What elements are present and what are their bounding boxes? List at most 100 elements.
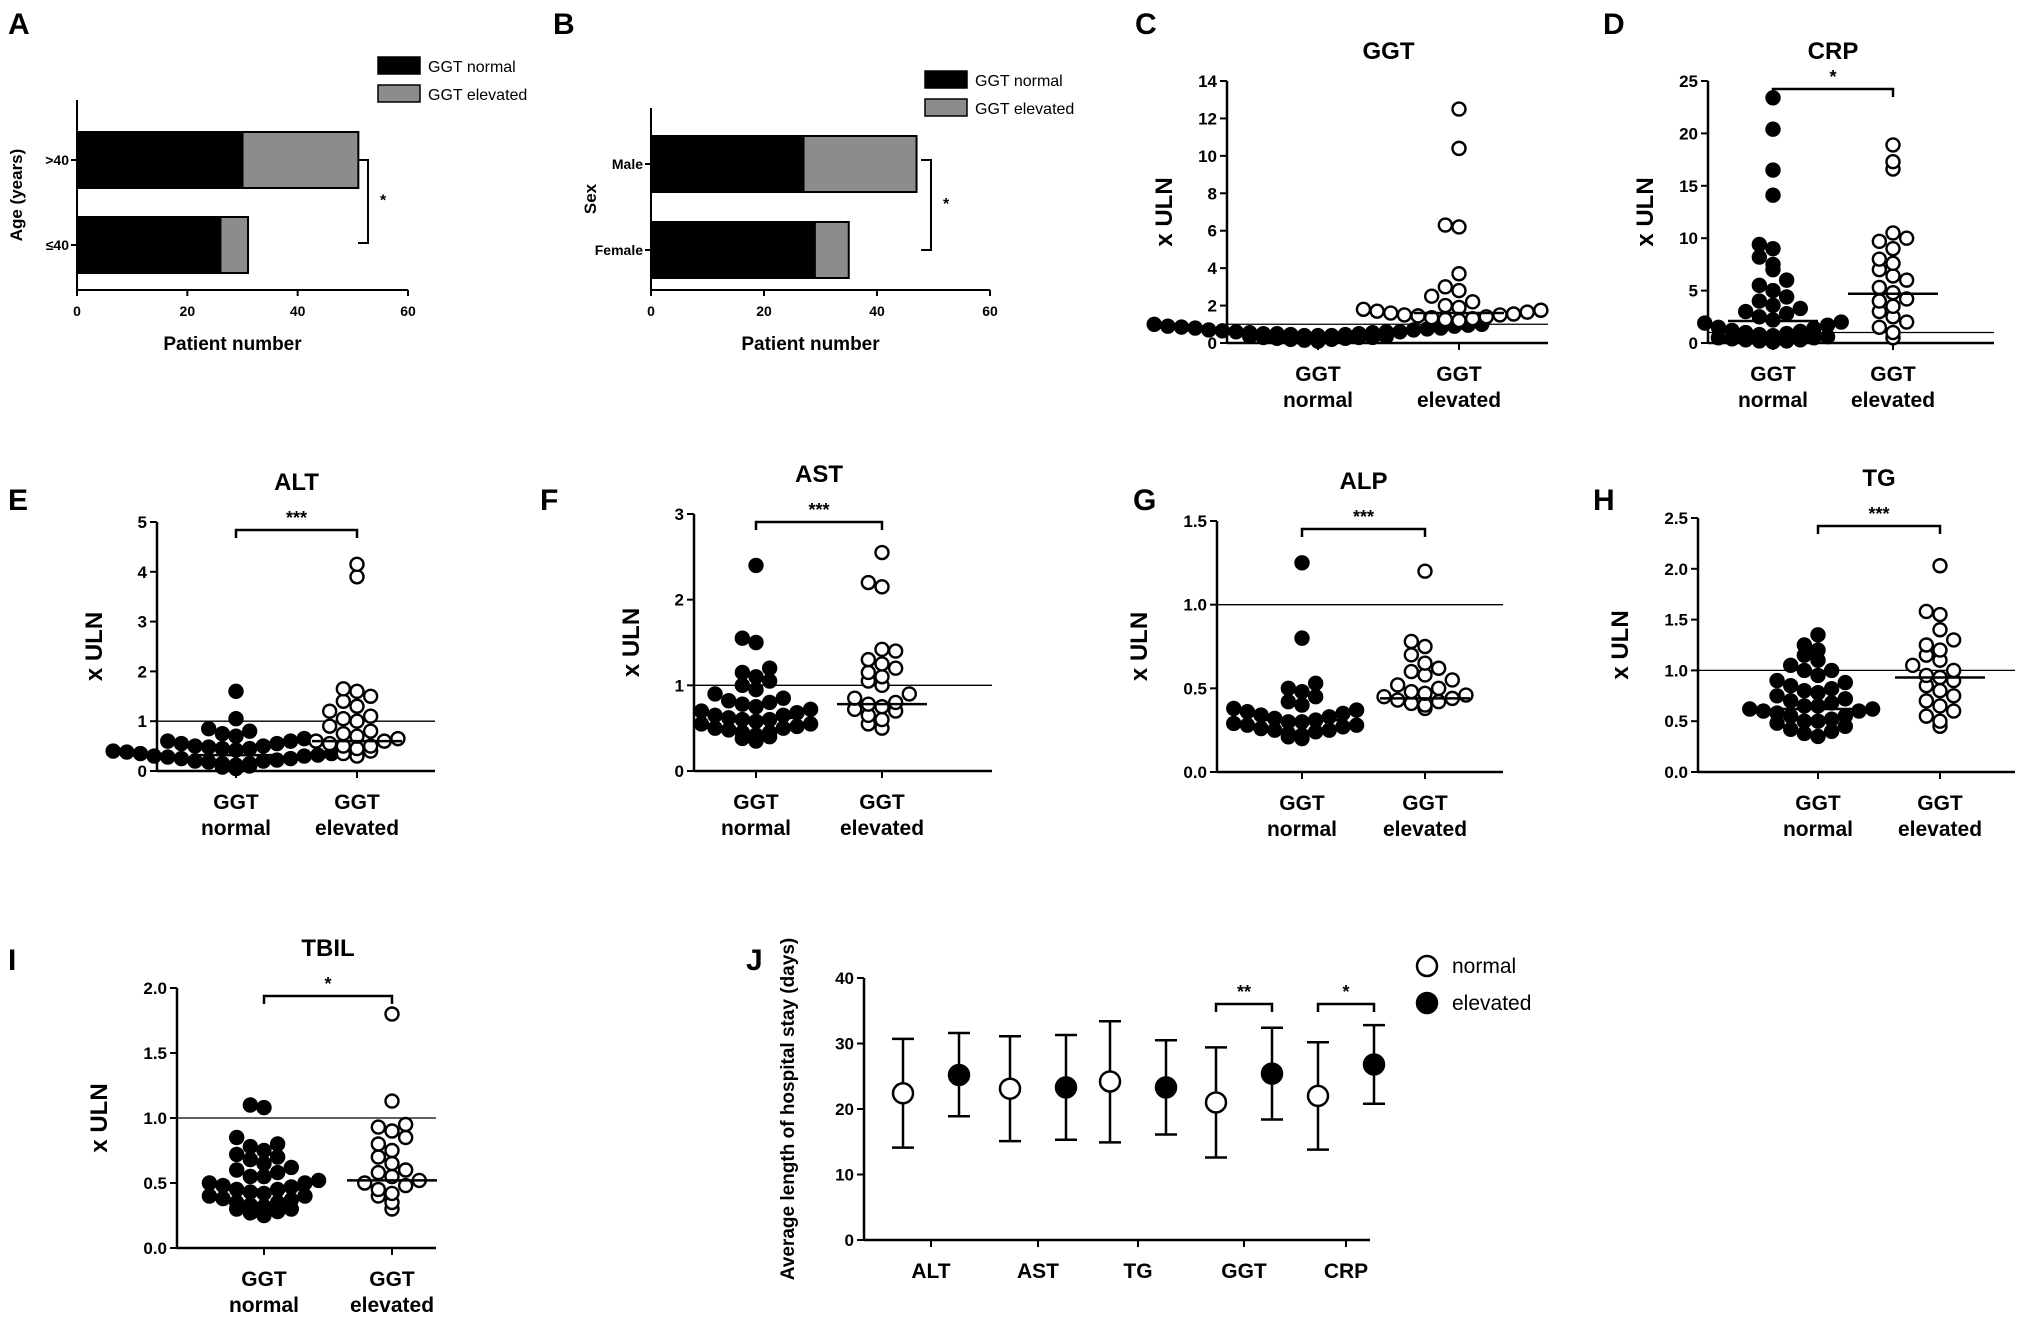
point-normal	[255, 753, 271, 769]
point-normal	[282, 750, 299, 767]
point-elevated	[390, 730, 406, 747]
point-normal	[775, 707, 791, 724]
point-elevated	[1885, 324, 1901, 341]
point-elevated	[1389, 692, 1406, 708]
x-tick-label: GGT	[1870, 363, 1916, 386]
significance-bracket	[262, 994, 394, 1004]
point-normal	[1806, 320, 1822, 337]
point-normal	[1782, 721, 1799, 738]
point-normal	[1792, 323, 1809, 340]
significance-marker: *	[1829, 67, 1836, 87]
point-normal	[802, 716, 819, 732]
point-normal	[269, 1194, 286, 1211]
point-normal	[1823, 695, 1840, 711]
point-normal	[1782, 693, 1799, 709]
point-elevated	[1918, 693, 1935, 709]
y-tick-label: 1.0	[1664, 661, 1688, 680]
point-normal	[1242, 325, 1258, 341]
point-normal	[1864, 701, 1881, 717]
point-normal	[1201, 322, 1217, 338]
point-normal	[1737, 303, 1754, 320]
y-tick-label: 2	[675, 591, 684, 610]
point-elevated	[1437, 297, 1454, 314]
point-normal	[1253, 707, 1269, 723]
x-tick-label: 60	[400, 303, 416, 319]
y-axis-title: x ULN	[1632, 177, 1659, 246]
significance-bracket	[1214, 1002, 1274, 1012]
y-tick-label: 0.0	[143, 1239, 167, 1258]
point-elevated	[1932, 683, 1948, 699]
y-tick-label: 10	[835, 1166, 854, 1185]
point-normal	[1280, 680, 1297, 697]
point-elevated	[1451, 219, 1467, 235]
point-elevated	[1396, 307, 1413, 323]
point-normal	[1778, 289, 1795, 305]
y-tick-label: 30	[835, 1035, 854, 1054]
mean-point-normal	[891, 1082, 915, 1105]
point-normal	[748, 681, 764, 698]
x-tick-label: GGT	[1279, 792, 1325, 815]
point-normal	[1782, 677, 1799, 694]
y-tick-label: Female	[595, 242, 643, 258]
point-normal	[1307, 675, 1324, 692]
mean-point-normal	[1204, 1091, 1228, 1114]
point-normal	[256, 1142, 272, 1159]
y-tick-label: 3	[675, 505, 684, 524]
x-tick-label: 0	[647, 303, 655, 319]
chart-title: CRP	[1808, 38, 1859, 65]
point-normal	[1214, 323, 1231, 339]
significance-bracket	[754, 520, 884, 530]
y-tick-label: 40	[835, 969, 854, 988]
y-tick-label: 0.5	[1183, 679, 1207, 698]
y-axis-title: Age (years)	[7, 149, 26, 242]
point-normal	[228, 1129, 245, 1146]
panel-letter: B	[553, 8, 575, 41]
point-normal	[241, 755, 258, 772]
point-elevated	[349, 713, 365, 729]
point-elevated	[1871, 319, 1888, 335]
y-tick-label: ≤40	[46, 237, 69, 253]
legend-marker	[1415, 991, 1439, 1015]
point-normal	[241, 723, 258, 739]
panel-letter: G	[1133, 484, 1156, 517]
point-elevated	[384, 1123, 400, 1139]
point-normal	[201, 1188, 218, 1204]
significance-bracket	[234, 528, 359, 538]
point-normal	[1765, 162, 1781, 178]
x-tick-label: 0	[73, 303, 81, 319]
point-normal	[1765, 297, 1781, 313]
point-normal	[789, 705, 805, 721]
point-normal	[1810, 698, 1826, 714]
point-normal	[1765, 121, 1781, 137]
chart-title: GGT	[1363, 38, 1415, 65]
point-normal	[1364, 325, 1381, 341]
point-normal	[1294, 630, 1310, 646]
point-elevated	[1505, 306, 1522, 322]
point-normal	[1335, 705, 1351, 722]
point-normal	[748, 727, 764, 743]
point-elevated	[370, 1119, 387, 1135]
y-tick-label: 1.5	[1183, 512, 1207, 531]
point-elevated	[887, 660, 904, 676]
point-normal	[1323, 327, 1340, 344]
point-normal	[1823, 711, 1840, 727]
legend-swatch	[924, 70, 968, 89]
point-normal	[707, 686, 723, 702]
point-normal	[1796, 637, 1813, 653]
point-normal	[802, 701, 819, 718]
x-tick-label: elevated	[1417, 389, 1501, 412]
x-tick-label: 60	[982, 303, 998, 319]
point-elevated	[1403, 683, 1420, 700]
y-tick-label: 1	[675, 676, 684, 695]
x-tick-label: 40	[290, 303, 306, 319]
point-elevated	[887, 694, 904, 711]
significance-bracket	[1316, 1002, 1376, 1012]
x-tick-label: normal	[1783, 818, 1853, 841]
point-normal	[707, 720, 723, 736]
point-normal	[1765, 327, 1781, 344]
y-tick-label: 1	[138, 712, 147, 731]
bar-segment	[219, 216, 250, 274]
legend-swatch	[377, 56, 421, 75]
y-tick-label: 12	[1198, 109, 1217, 128]
